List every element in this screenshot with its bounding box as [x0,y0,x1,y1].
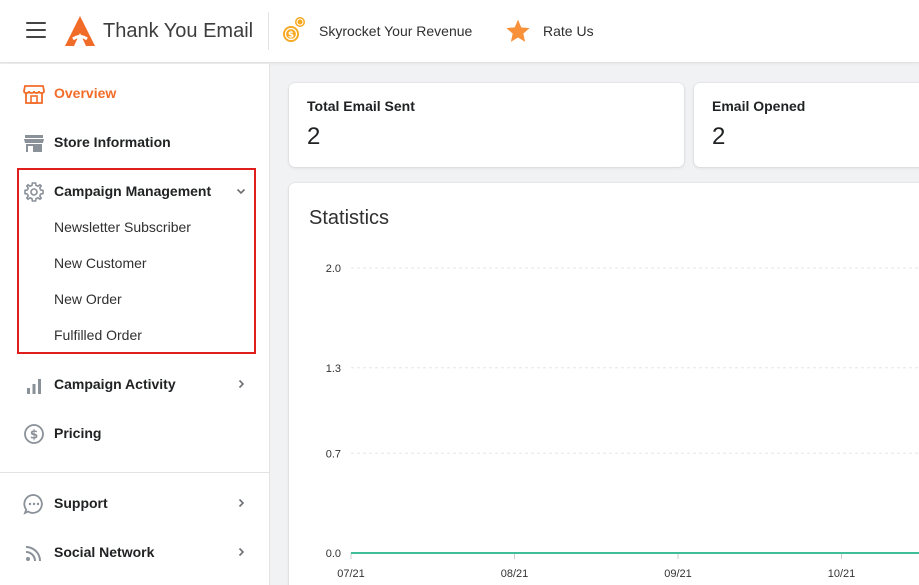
skyrocket-revenue-link[interactable]: $ Skyrocket Your Revenue [281,16,472,46]
chevron-right-icon [238,498,245,508]
sidebar-item-label: Support [54,495,108,511]
store-icon [24,135,44,152]
sidebar-item-label: Store Information [54,134,171,150]
top-bar: Thank You Email $ Skyrocket Your Revenue… [0,0,919,63]
stat-title: Total Email Sent [307,98,415,114]
y-tick-label: 0.0 [326,548,341,560]
chevron-right-icon [238,379,245,389]
sidebar-item-pricing[interactable]: $ Pricing [0,413,269,453]
sidebar-item-campaign-activity[interactable]: Campaign Activity [0,364,269,404]
header-divider [268,12,269,50]
sidebar-item-label: Social Network [54,544,155,560]
bar-chart-icon [27,379,41,394]
stat-card-total-email-sent: Total Email Sent 2 [289,83,684,167]
app-title: Thank You Email [103,20,254,42]
rate-us-link[interactable]: Rate Us [505,16,594,46]
star-icon [506,19,530,42]
statistics-title: Statistics [309,207,390,229]
x-tick-label: 08/21 [501,568,529,580]
sidebar-item-overview[interactable]: Overview [0,73,269,113]
chat-bubble-icon [23,494,43,515]
sidebar-item-social-network[interactable]: Social Network [0,532,269,572]
skyrocket-revenue-label: Skyrocket Your Revenue [319,23,473,39]
sub-item-new-order[interactable]: New Order [54,291,122,307]
rss-icon [25,546,41,562]
svg-text:$: $ [288,31,294,41]
sidebar-item-label: Campaign Activity [54,376,176,392]
y-tick-label: 2.0 [326,263,341,275]
chevron-right-icon [238,547,245,557]
sub-item-newsletter-subscriber[interactable]: Newsletter Subscriber [54,219,191,235]
sidebar-divider [0,472,269,473]
stat-value: 2 [307,123,321,150]
x-tick-label: 10/21 [828,568,856,580]
storefront-icon [23,85,45,104]
sidebar-item-label: Campaign Management [54,183,212,199]
sidebar-item-store-information[interactable]: Store Information [0,122,269,162]
stat-card-email-opened: Email Opened 2 [694,83,919,167]
sub-item-fulfilled-order[interactable]: Fulfilled Order [54,327,142,343]
svg-text:$: $ [30,428,38,442]
stat-value: 2 [712,123,726,150]
x-tick-label: 09/21 [664,568,692,580]
x-tick-label: 07/21 [337,568,365,580]
sidebar-item-label: Pricing [54,425,102,441]
statistics-card: Statistics 0.0 0.7 1.3 2.0 07/21 08/21 09/21 10… [289,183,919,585]
y-tick-label: 1.3 [326,363,341,375]
menu-icon[interactable] [26,22,46,40]
app-logo [65,16,95,46]
dollar-circle-icon: $ [24,424,44,444]
gear-icon [24,182,44,202]
sidebar-item-label: Overview [54,85,117,101]
coins-icon: $ [283,17,305,42]
sub-item-new-customer[interactable]: New Customer [54,255,147,271]
sidebar-item-campaign-management[interactable]: Campaign Management [0,171,269,211]
rate-us-label: Rate Us [543,23,594,39]
stat-title: Email Opened [712,98,806,114]
y-tick-label: 0.7 [326,448,341,460]
statistics-chart: 0.0 0.7 1.3 2.0 07/21 08/21 09/21 10/21 [326,263,919,580]
chevron-down-icon [236,188,246,195]
sidebar-item-support[interactable]: Support [0,483,269,523]
sidebar: Overview Store Information Campaign Mana… [0,64,270,585]
